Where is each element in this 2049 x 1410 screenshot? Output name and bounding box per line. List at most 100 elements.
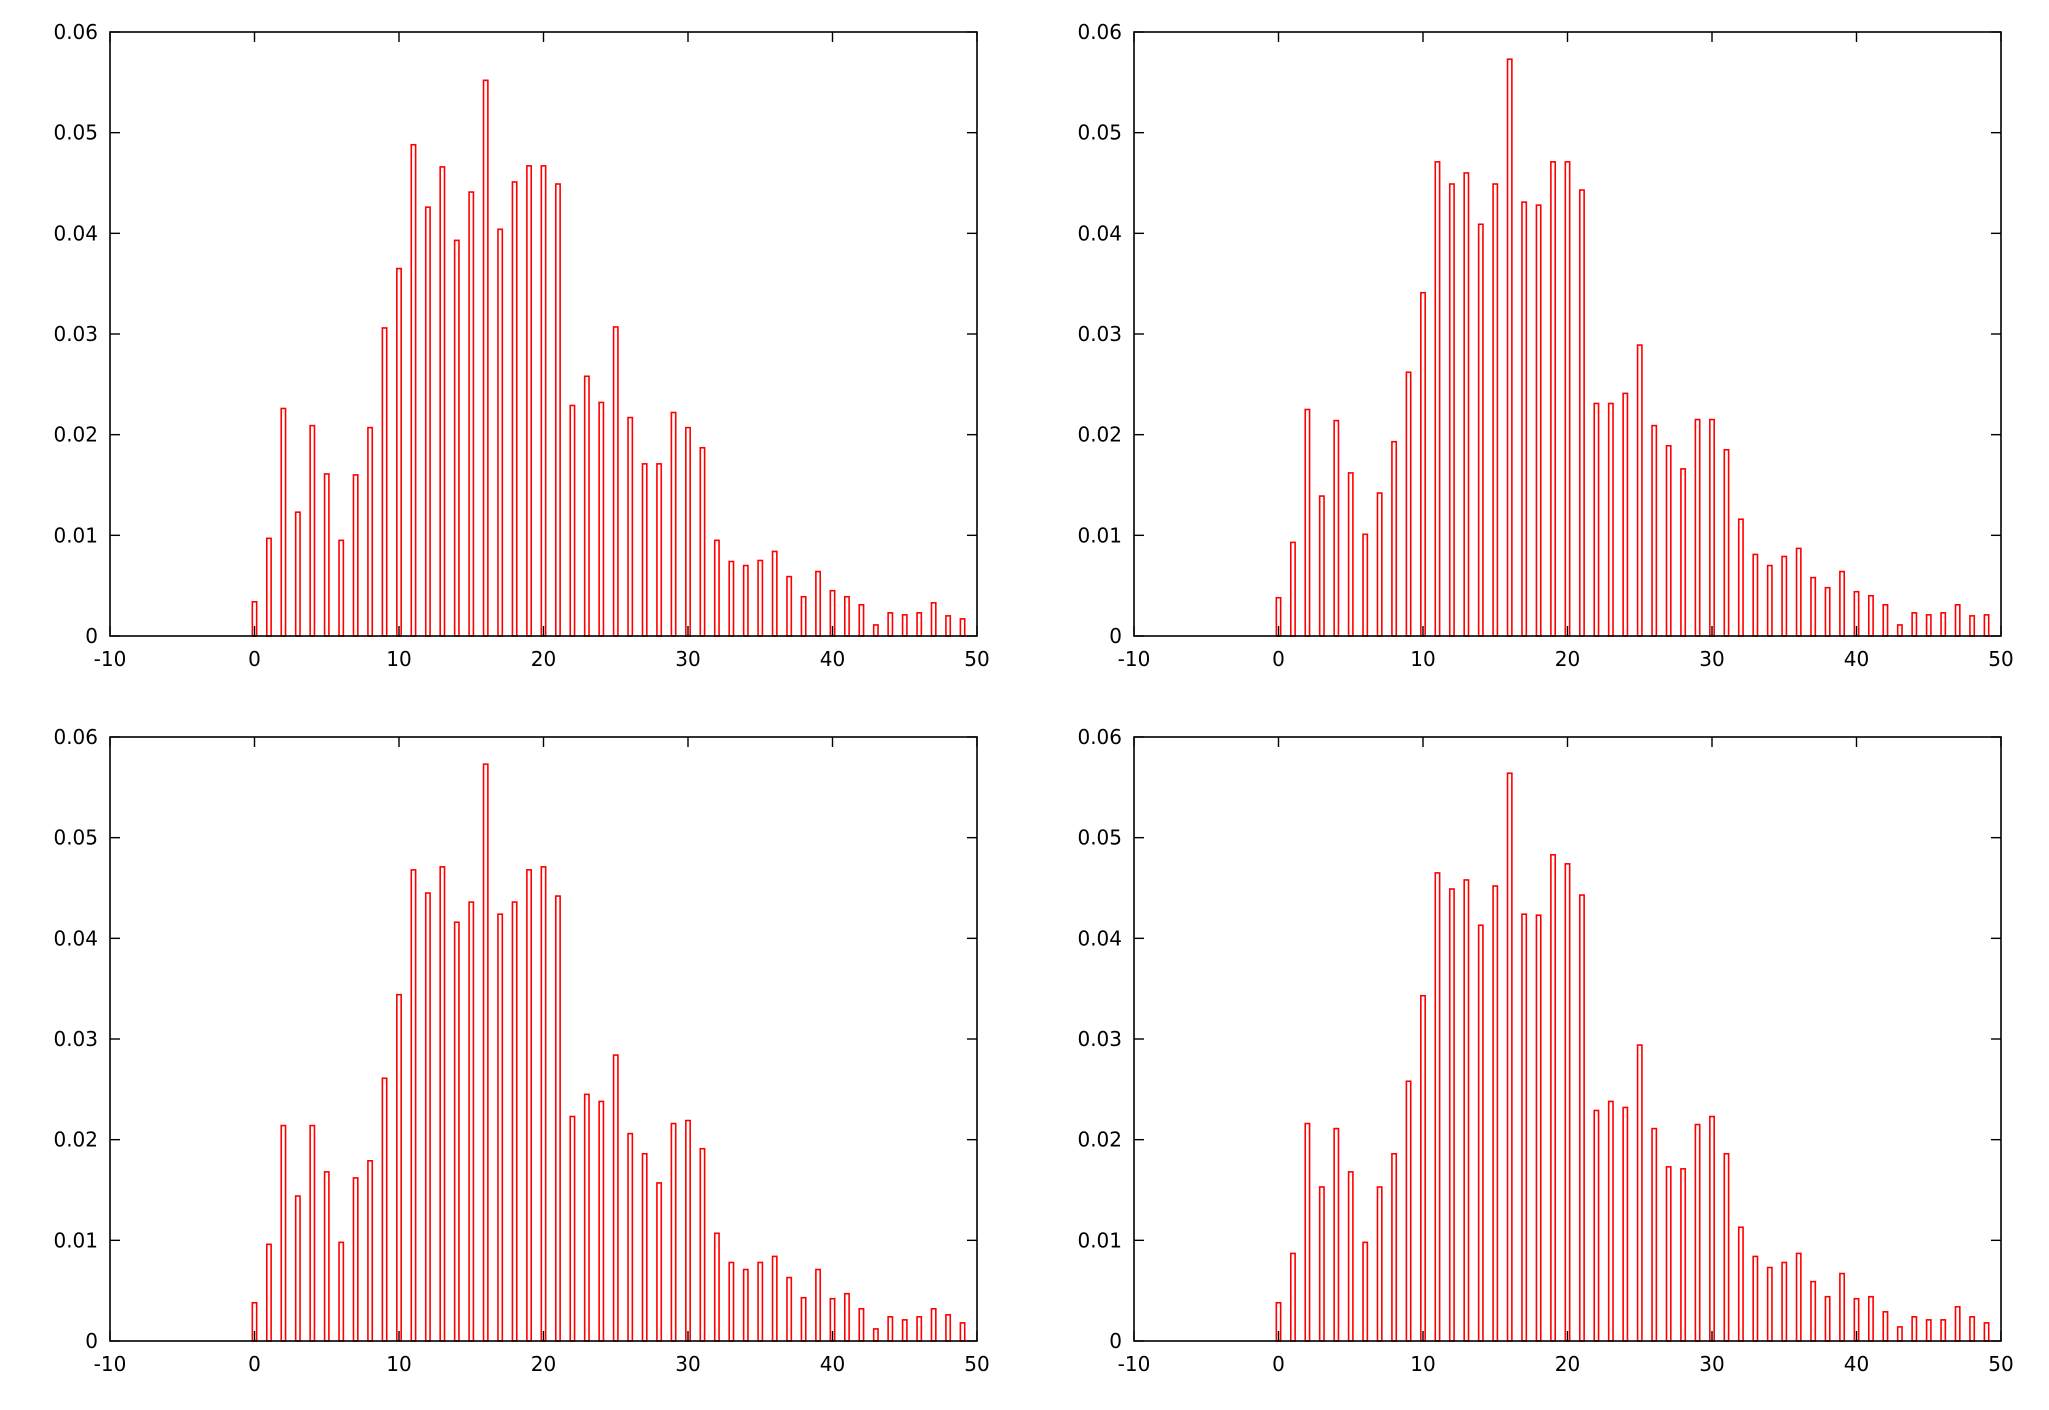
bar	[1434, 872, 1441, 1342]
bar	[1737, 518, 1744, 637]
bar	[930, 601, 937, 637]
x-tick-label: -10	[94, 1352, 127, 1376]
bar	[887, 612, 894, 637]
y-tick-label: 0.03	[1077, 322, 1122, 346]
bar	[1940, 1319, 1947, 1342]
x-tick-label: 20	[531, 647, 556, 671]
x-axis: -10 0 10 20 30 40 50	[94, 737, 990, 1376]
bar	[1651, 1127, 1658, 1342]
bar	[627, 1132, 634, 1342]
bar	[612, 1054, 619, 1342]
bar	[540, 866, 547, 1342]
bar	[916, 1316, 923, 1342]
y-tick-label: 0.05	[53, 121, 98, 145]
y-tick-label: 0.01	[53, 523, 98, 547]
bar	[771, 1255, 778, 1342]
y-axis: 0 0.01 0.02 0.03 0.04 0.05 0.06	[1077, 20, 2001, 648]
bar	[294, 511, 301, 637]
bar	[453, 921, 460, 1342]
bar	[728, 560, 735, 637]
bar	[294, 1195, 301, 1342]
x-tick-label: 30	[675, 647, 700, 671]
bar	[1362, 533, 1369, 637]
bar	[713, 1232, 720, 1342]
bar	[1723, 448, 1730, 637]
bar	[497, 228, 504, 637]
bar	[685, 1119, 691, 1342]
bar	[713, 539, 720, 637]
bar	[742, 564, 749, 637]
bars	[251, 763, 966, 1342]
bar	[959, 618, 966, 637]
bar	[1737, 1226, 1744, 1342]
bar	[1607, 402, 1614, 637]
bar	[1550, 853, 1557, 1342]
bar	[786, 575, 793, 637]
bar	[1535, 914, 1542, 1342]
bar	[1333, 1127, 1340, 1342]
y-tick-label: 0.04	[1077, 926, 1122, 950]
bar	[439, 166, 446, 637]
bar	[1448, 183, 1455, 637]
bar	[872, 624, 879, 637]
bar	[1665, 1166, 1672, 1342]
y-tick-label: 0.02	[53, 423, 98, 447]
y-tick-label: 0.04	[1077, 221, 1122, 245]
y-tick-label: 0.03	[53, 1027, 98, 1051]
bar	[1405, 1080, 1412, 1342]
bar	[1694, 1123, 1701, 1342]
bar	[771, 550, 778, 637]
y-tick-label: 0.02	[1077, 1128, 1122, 1152]
histogram-panel-top-left: 00.010.020.030.040.050.06-10 0 10 20 30 40 50	[53, 20, 989, 671]
bar	[1434, 161, 1441, 637]
bar	[323, 1171, 330, 1342]
bar	[843, 595, 850, 637]
x-axis: -10 0 10 20 30 40 50	[1118, 737, 2014, 1376]
bar	[569, 1115, 576, 1342]
bar	[598, 1100, 605, 1342]
bar	[439, 866, 446, 1342]
bar	[1752, 1255, 1759, 1342]
bar	[352, 474, 359, 637]
bar	[1607, 1100, 1614, 1342]
bar	[1983, 1322, 1990, 1342]
bar	[1940, 612, 1947, 637]
bar	[1593, 402, 1600, 637]
plot-frame	[109, 31, 978, 637]
bar	[742, 1268, 749, 1342]
x-tick-label: 50	[1988, 647, 2013, 671]
y-tick-label: 0.05	[1077, 121, 1122, 145]
x-tick-label: 10	[1410, 647, 1435, 671]
bar	[1781, 1261, 1788, 1342]
bar	[554, 183, 561, 637]
y-tick-label: 0.06	[1077, 20, 1122, 44]
bar	[670, 411, 677, 637]
bar	[1593, 1109, 1600, 1342]
bar	[757, 559, 764, 637]
bar	[656, 1182, 663, 1342]
bar	[598, 401, 605, 637]
bar	[1882, 603, 1889, 637]
bar	[410, 143, 417, 637]
bar	[526, 869, 533, 1342]
bar	[1304, 1122, 1311, 1342]
histogram-panel-bottom-right: 00.010.020.030.040.050.06-10 0 10 20 30 40 50	[1077, 725, 2014, 1376]
bar	[1766, 564, 1773, 637]
x-tick-label: -10	[1118, 647, 1151, 671]
bar	[1448, 888, 1455, 1342]
bar	[583, 375, 590, 637]
bar	[930, 1307, 937, 1342]
bar	[453, 239, 460, 637]
bar	[1839, 570, 1846, 637]
bar	[396, 267, 402, 637]
bar	[265, 1243, 272, 1342]
bar	[367, 426, 374, 637]
bar	[800, 1296, 807, 1342]
bar	[612, 326, 619, 637]
bar	[1506, 772, 1513, 1342]
bar	[1578, 894, 1585, 1342]
bar	[540, 165, 547, 637]
bar	[1810, 1280, 1817, 1342]
bar	[1622, 1106, 1629, 1342]
x-tick-label: 0	[1272, 1352, 1285, 1376]
